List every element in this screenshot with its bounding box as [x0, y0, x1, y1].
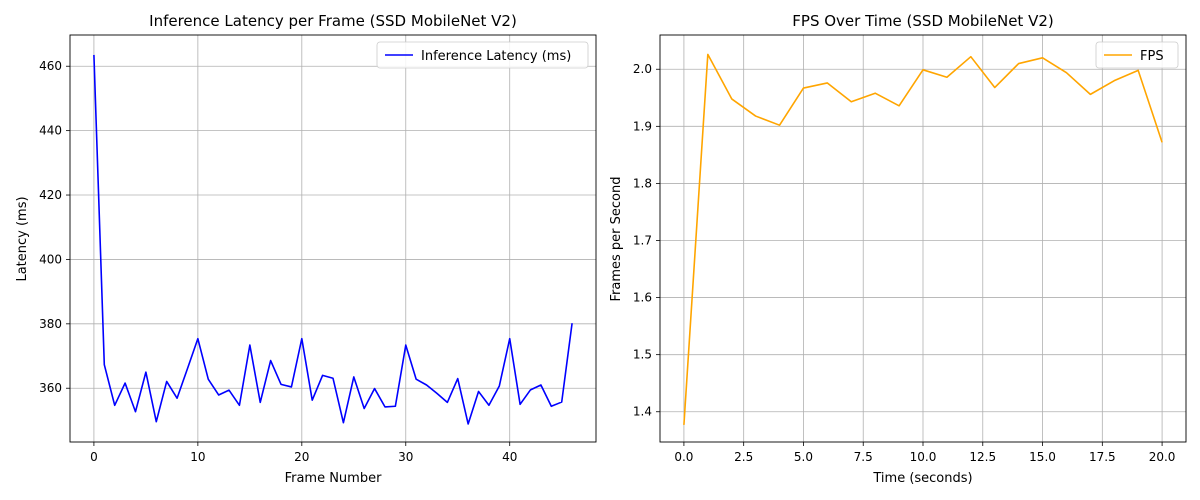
x-tick-label: 7.5	[854, 450, 873, 464]
x-tick-label: 20	[294, 450, 309, 464]
y-axis-label: Frames per Second	[609, 177, 624, 302]
y-tick-label: 420	[39, 188, 62, 202]
legend: Inference Latency (ms)	[376, 41, 589, 69]
x-axis-label: Frame Number	[285, 471, 383, 486]
ticks: 0.0 2.5 5.0 7.5 10.0 12.5 15.0 17.5 20.0 1.4 1.5 1.…	[633, 62, 1176, 464]
legend-label: Inference Latency (ms)	[421, 49, 571, 64]
fps-chart: FPS Over Time (SSD MobileNet V2) Time (s…	[609, 12, 1187, 486]
y-tick-label: 440	[39, 124, 62, 138]
plot-frame	[659, 34, 1187, 443]
plot-frame	[69, 34, 597, 443]
series-line	[93, 54, 573, 425]
series-line	[683, 53, 1163, 425]
x-tick-label: 5.0	[794, 450, 813, 464]
x-tick-label: 40	[502, 450, 517, 464]
chart-title: Inference Latency per Frame (SSD MobileN…	[149, 12, 517, 30]
y-tick-label: 1.6	[633, 291, 652, 305]
grid	[660, 35, 1186, 442]
y-tick-label: 360	[39, 381, 62, 395]
y-tick-label: 1.7	[633, 233, 652, 247]
x-tick-label: 0	[90, 450, 98, 464]
grid	[70, 35, 596, 442]
y-tick-label: 1.9	[633, 119, 652, 133]
x-tick-label: 20.0	[1149, 450, 1176, 464]
y-tick-label: 460	[39, 59, 62, 73]
y-tick-label: 380	[39, 317, 62, 331]
x-tick-label: 15.0	[1029, 450, 1056, 464]
y-axis-label: Latency (ms)	[15, 196, 30, 281]
x-tick-label: 10.0	[910, 450, 937, 464]
y-tick-label: 400	[39, 252, 62, 266]
x-tick-label: 12.5	[969, 450, 996, 464]
legend-box	[1095, 41, 1179, 69]
y-tick-label: 1.5	[633, 348, 652, 362]
legend-box	[376, 41, 589, 69]
x-tick-label: 10	[190, 450, 205, 464]
y-tick-label: 2.0	[633, 62, 652, 76]
legend-label: FPS	[1140, 49, 1164, 64]
x-tick-label: 0.0	[674, 450, 693, 464]
ticks: 0 10 20 30 40 360 380 400 420 440 460	[39, 59, 517, 464]
x-tick-label: 30	[398, 450, 413, 464]
y-tick-label: 1.4	[633, 405, 652, 419]
x-tick-label: 17.5	[1089, 450, 1116, 464]
y-tick-label: 1.8	[633, 176, 652, 190]
legend: FPS	[1095, 41, 1179, 69]
chart-title: FPS Over Time (SSD MobileNet V2)	[792, 12, 1053, 30]
x-axis-label: Time (seconds)	[872, 471, 972, 486]
x-tick-label: 2.5	[734, 450, 753, 464]
latency-chart: Inference Latency per Frame (SSD MobileN…	[15, 12, 597, 486]
